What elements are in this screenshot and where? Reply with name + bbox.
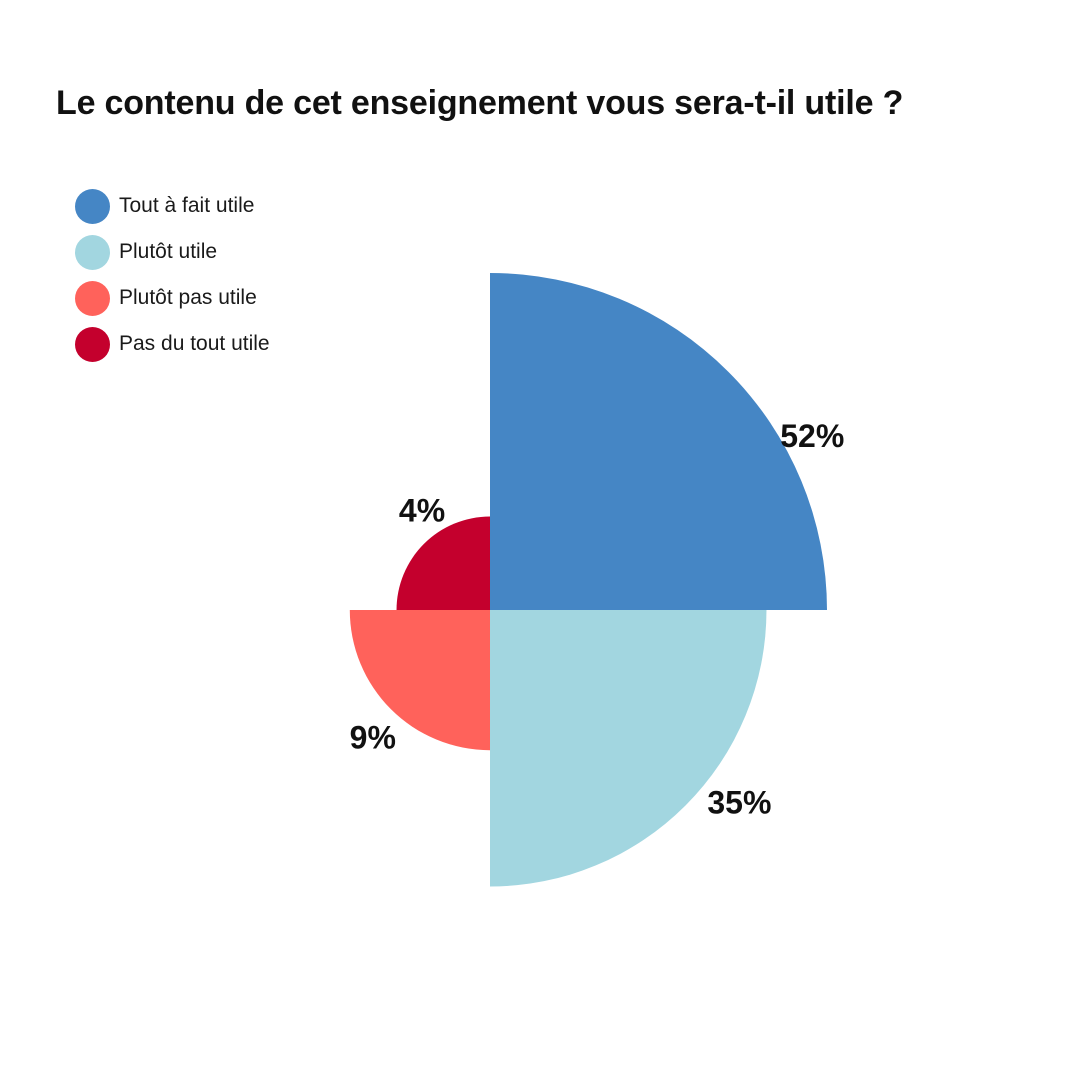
legend-item: Plutôt utile [75,234,270,270]
rose-sector [490,610,767,887]
legend-label: Plutôt utile [119,240,218,263]
rose-sector [349,610,490,751]
rose-sector [396,516,490,610]
chart-title: Le contenu de cet enseignement vous sera… [56,84,904,122]
legend-label: Pas du tout utile [119,332,270,355]
legend: Tout à fait utile Plutôt utile Plutôt pa… [75,188,270,373]
legend-item: Plutôt pas utile [75,280,270,316]
data-label: 52% [780,418,844,454]
legend-swatch [75,326,110,362]
legend-swatch [75,234,110,270]
rose-sector [490,273,827,610]
legend-swatch [75,280,110,316]
data-label: 9% [350,720,396,756]
data-label: 35% [707,784,771,820]
legend-item: Pas du tout utile [75,326,270,362]
data-label: 4% [399,492,445,528]
legend-label: Tout à fait utile [119,194,255,217]
legend-swatch [75,188,110,224]
legend-label: Plutôt pas utile [119,286,257,309]
legend-item: Tout à fait utile [75,188,270,224]
